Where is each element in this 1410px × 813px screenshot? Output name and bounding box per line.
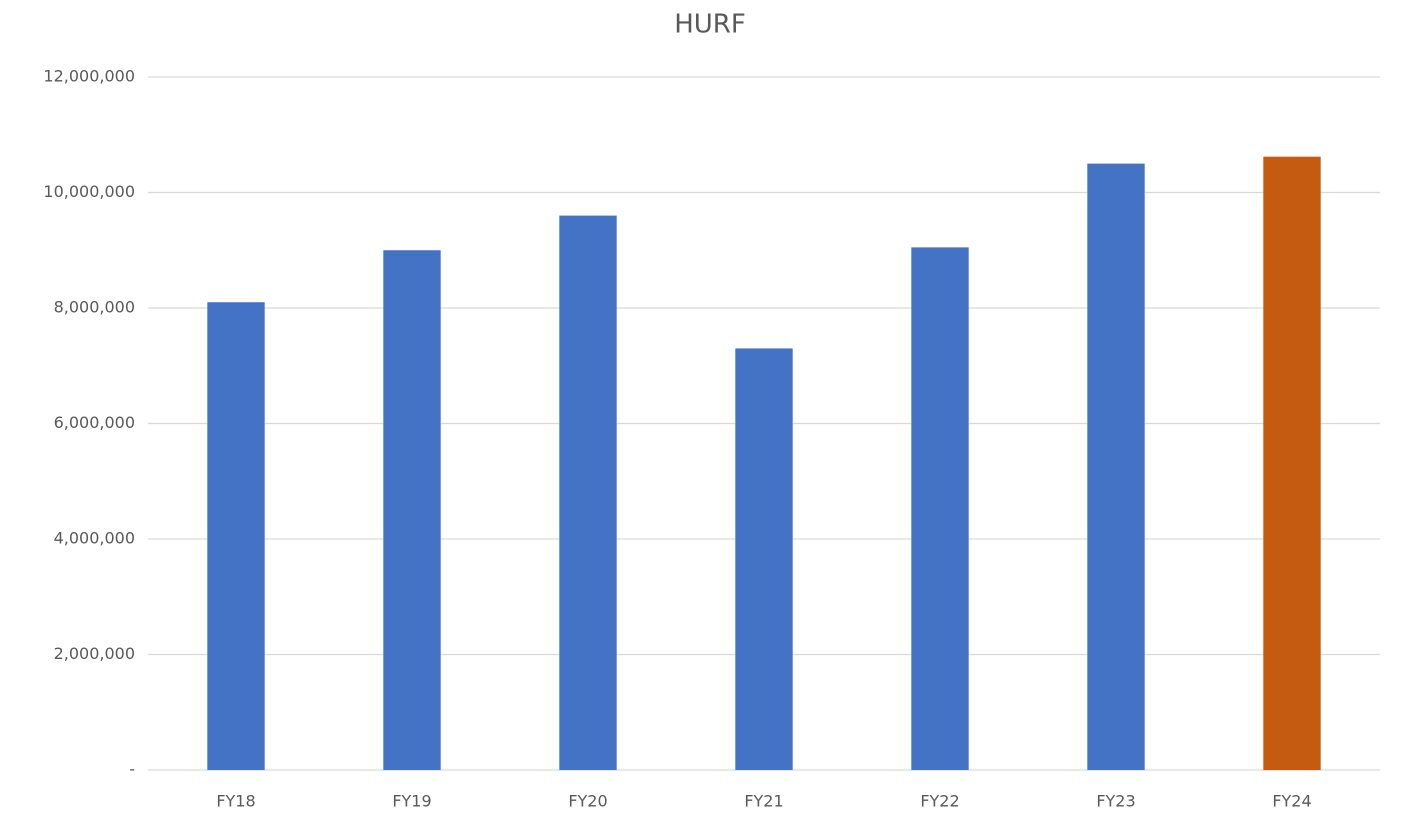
bar xyxy=(911,247,969,771)
bar xyxy=(559,215,617,771)
x-tick-label: FY23 xyxy=(1096,792,1135,811)
y-tick-label: 10,000,000 xyxy=(43,182,135,201)
y-tick-label: 4,000,000 xyxy=(54,529,135,548)
x-tick-label: FY20 xyxy=(568,792,607,811)
chart-title: HURF xyxy=(674,10,746,40)
x-tick-label: FY24 xyxy=(1272,792,1311,811)
bar xyxy=(207,302,265,770)
x-tick-label: FY21 xyxy=(744,792,783,811)
x-tick-label: FY22 xyxy=(920,792,959,811)
y-tick-label: 12,000,000 xyxy=(43,67,135,86)
y-tick-label: - xyxy=(129,760,135,779)
y-tick-label: 2,000,000 xyxy=(54,644,135,663)
bar xyxy=(735,348,793,770)
x-tick-label: FY19 xyxy=(392,792,431,811)
bar xyxy=(1087,163,1145,770)
bar xyxy=(1263,156,1321,770)
y-tick-label: 8,000,000 xyxy=(54,298,135,317)
bar xyxy=(383,250,441,770)
x-tick-label: FY18 xyxy=(216,792,255,811)
y-tick-label: 6,000,000 xyxy=(54,413,135,432)
